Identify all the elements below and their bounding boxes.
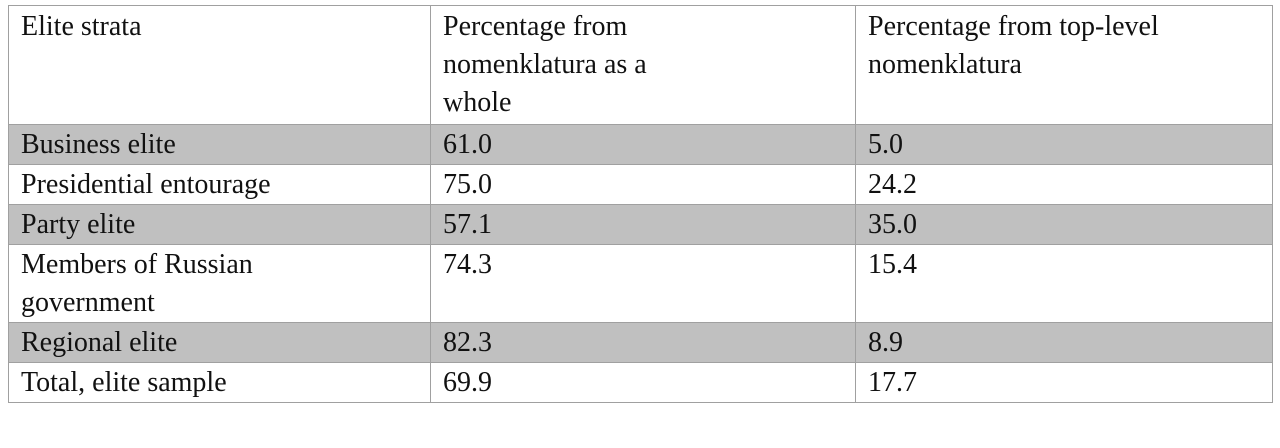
- table-cell: Presidential entourage: [8, 164, 431, 205]
- table-row: Regional elite 82.3 8.9: [8, 322, 1273, 363]
- cell-text: Total, elite sample: [21, 367, 227, 398]
- table-cell: 82.3: [430, 322, 856, 363]
- table-cell: 35.0: [855, 204, 1273, 245]
- header-text: Percentage from top-level nomenklatura: [868, 11, 1159, 80]
- table-cell: Percentage from nomenklatura as a whole: [430, 5, 856, 125]
- data-table: Elite strata Percentage from nomenklatura…: [8, 5, 1273, 403]
- table-cell: Percentage from top-level nomenklatura: [855, 5, 1273, 125]
- cell-text: 61.0: [443, 129, 492, 160]
- cell-text: 74.3: [443, 249, 492, 280]
- header-row: Elite strata Percentage from nomenklatura…: [8, 5, 1273, 125]
- cell-text: Party elite: [21, 209, 136, 240]
- cell-text: Presidential entourage: [21, 169, 271, 200]
- cell-text: 82.3: [443, 327, 492, 358]
- cell-text: 17.7: [868, 367, 917, 398]
- table-cell: 69.9: [430, 362, 856, 403]
- table-row: Members of Russian government 74.3 15.4: [8, 244, 1273, 323]
- header-text: Elite strata: [21, 11, 142, 42]
- cell-text: 57.1: [443, 209, 492, 240]
- table-cell: 24.2: [855, 164, 1273, 205]
- table-cell: Total, elite sample: [8, 362, 431, 403]
- table-cell: 15.4: [855, 244, 1273, 323]
- table-row: Total, elite sample 69.9 17.7: [8, 362, 1273, 403]
- header-text: Percentage from nomenklatura as a whole: [443, 11, 647, 118]
- table-cell: 5.0: [855, 124, 1273, 165]
- cell-text: Business elite: [21, 129, 176, 160]
- table-cell: Regional elite: [8, 322, 431, 363]
- cell-text: Members of Russian government: [21, 249, 253, 318]
- cell-text: 15.4: [868, 249, 917, 280]
- table-row: Business elite 61.0 5.0: [8, 124, 1273, 165]
- cell-text: 69.9: [443, 367, 492, 398]
- table-cell: Business elite: [8, 124, 431, 165]
- table-cell: Elite strata: [8, 5, 431, 125]
- table-cell: 57.1: [430, 204, 856, 245]
- table-cell: 61.0: [430, 124, 856, 165]
- table-cell: 8.9: [855, 322, 1273, 363]
- table-cell: Members of Russian government: [8, 244, 431, 323]
- cell-text: 24.2: [868, 169, 917, 200]
- table-row: Presidential entourage 75.0 24.2: [8, 164, 1273, 205]
- table-cell: 75.0: [430, 164, 856, 205]
- table-cell: 17.7: [855, 362, 1273, 403]
- table-body: Elite strata Percentage from nomenklatura…: [8, 5, 1273, 403]
- cell-text: 35.0: [868, 209, 917, 240]
- cell-text: Regional elite: [21, 327, 178, 358]
- cell-text: 8.9: [868, 327, 903, 358]
- cell-text: 5.0: [868, 129, 903, 160]
- table-cell: Party elite: [8, 204, 431, 245]
- cell-text: 75.0: [443, 169, 492, 200]
- table-cell: 74.3: [430, 244, 856, 323]
- table-row: Party elite 57.1 35.0: [8, 204, 1273, 245]
